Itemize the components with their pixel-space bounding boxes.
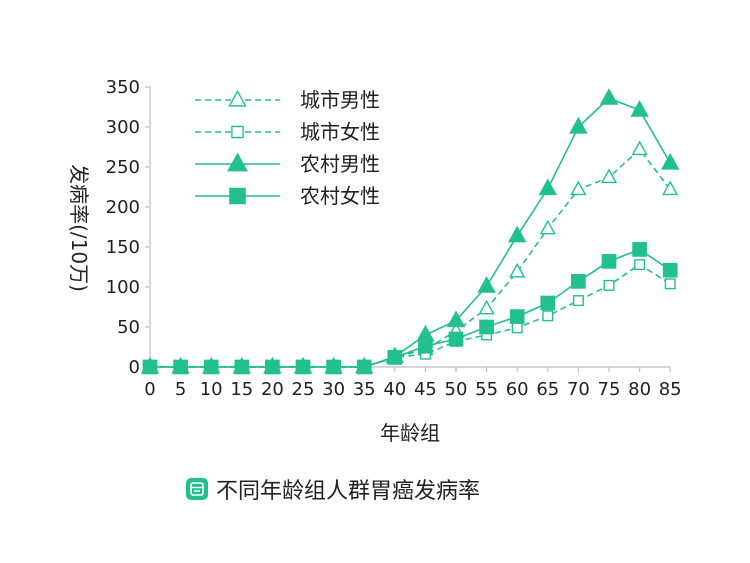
x-axis-title: 年龄组 [380, 421, 440, 445]
x-tick-label: 40 [383, 379, 406, 400]
x-tick-label: 10 [200, 379, 223, 400]
series-4-point [295, 359, 311, 375]
series-3-point [660, 152, 680, 170]
y-tick-label: 200 [106, 197, 140, 218]
legend-marker-3 [227, 152, 248, 172]
series-1-point [478, 299, 495, 315]
series-3-point [538, 178, 558, 196]
series-2-point [511, 322, 523, 334]
series-3-point [630, 100, 649, 117]
series-1-point [539, 219, 556, 235]
series-4-point [571, 274, 586, 289]
series-4-point [479, 319, 494, 335]
series-4-point [173, 359, 188, 375]
x-tick-label: 20 [261, 379, 284, 400]
series-line-4 [150, 248, 671, 368]
series-4-point [662, 262, 678, 278]
x-tick-label: 30 [322, 379, 345, 400]
series-4-point [356, 359, 372, 375]
series-4-point [509, 309, 525, 324]
series-2-point [603, 279, 615, 291]
series-4-point [142, 359, 158, 375]
x-tick-label: 65 [536, 379, 559, 400]
series-4-point [601, 254, 617, 269]
series-4-point [203, 359, 219, 375]
legend-marker-4 [229, 187, 246, 205]
series-2-point [664, 278, 676, 290]
x-tick-label: 75 [598, 379, 621, 400]
series-line-1 [150, 148, 671, 368]
series-4-point [234, 359, 250, 375]
legend-marker-2 [231, 125, 244, 139]
x-tick-label: 60 [506, 379, 529, 400]
series-4-point [540, 295, 556, 311]
x-tick-label: 35 [353, 379, 376, 400]
series-2-point [542, 310, 554, 322]
caption-text: 不同年龄组人群胃癌发病率 [216, 479, 481, 504]
chart-icon [186, 478, 208, 500]
legend-label-1: 城市男性 [300, 88, 380, 112]
y-tick-label: 100 [106, 277, 140, 298]
series-1-point [509, 262, 526, 278]
legend-marker-1 [228, 89, 247, 107]
series-4-point [418, 338, 433, 354]
series-4-point [632, 242, 647, 257]
x-tick-label: 80 [628, 379, 651, 400]
series-4-point [326, 359, 341, 375]
series-1-point [631, 140, 648, 156]
x-tick-label: 70 [567, 379, 590, 400]
series-3-point [569, 116, 588, 134]
y-tick-label: 300 [106, 117, 140, 138]
series-3-point [416, 324, 435, 342]
series-line-3 [150, 97, 671, 368]
x-tick-label: 15 [230, 379, 253, 400]
series-4-point [265, 359, 280, 375]
series-1-point [662, 180, 679, 196]
series-3-point [599, 88, 619, 105]
figure-caption: 不同年龄组人群胃癌发病率 [186, 473, 480, 505]
series-4-point [387, 350, 403, 365]
y-tick-label: 0 [129, 357, 140, 378]
x-tick-label: 0 [144, 379, 155, 400]
series-3-point [446, 310, 466, 328]
legend-label-3: 农村男性 [300, 152, 380, 176]
x-tick-label: 50 [445, 379, 468, 400]
series-2-point [634, 259, 646, 271]
series-1-point [570, 180, 587, 196]
x-tick-label: 5 [175, 379, 186, 400]
x-tick-label: 45 [414, 379, 437, 400]
legend-label-4: 农村女性 [300, 184, 380, 208]
y-tick-label: 350 [106, 77, 140, 98]
series-2-point [572, 295, 584, 307]
y-tick-label: 150 [106, 237, 140, 258]
series-3-point [477, 276, 496, 293]
x-tick-label: 25 [292, 379, 315, 400]
x-tick-label: 85 [659, 379, 682, 400]
series-4-point [448, 331, 464, 347]
y-tick-label: 250 [106, 157, 140, 178]
series-1-point [600, 168, 618, 184]
legend-label-2: 城市女性 [300, 120, 380, 144]
y-axis-title: 发病率(/10万) [67, 164, 91, 292]
y-tick-label: 50 [117, 317, 140, 338]
series-3-point [507, 225, 527, 243]
x-tick-label: 55 [475, 379, 498, 400]
